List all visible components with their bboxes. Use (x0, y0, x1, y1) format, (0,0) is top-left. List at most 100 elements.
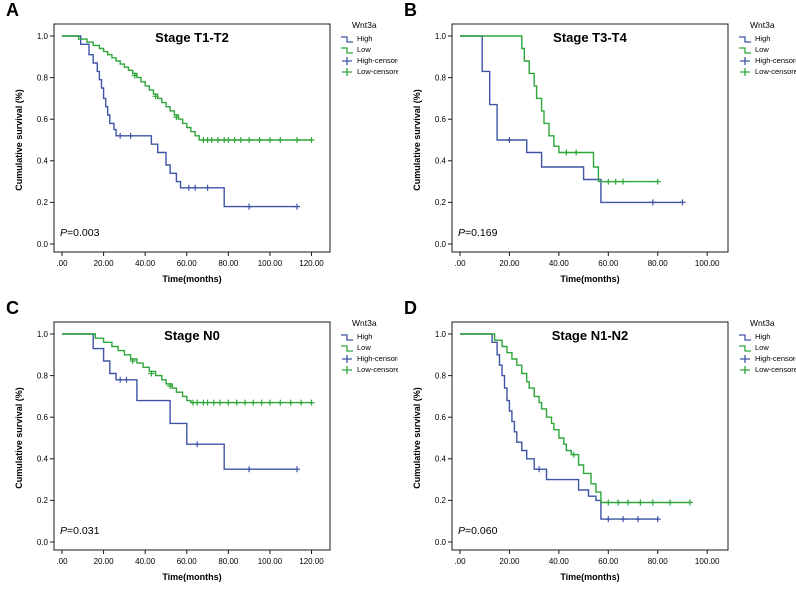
svg-text:0.2: 0.2 (435, 198, 447, 207)
svg-text:80.00: 80.00 (218, 259, 239, 268)
high-censored-plus-icon (740, 354, 750, 363)
panel-letter-a: A (6, 0, 19, 20)
svg-text:0.0: 0.0 (37, 240, 49, 249)
high-censored-plus-icon (740, 56, 750, 65)
low-censored-plus-icon (740, 67, 750, 76)
km-plot-d: Stage N1-N2 0.0 0.2 0.4 0.6 0.8 1.0 .00 20.00 40.… (412, 321, 729, 582)
panel-c: C Stage N0 0.0 0.2 0.4 0.6 0.8 1.0 .00 20.00 40.0… (0, 298, 398, 596)
panel-letter-b: B (404, 0, 417, 20)
svg-text:100.00: 100.00 (695, 259, 720, 268)
svg-text:Stage T1-T2: Stage T1-T2 (155, 30, 229, 45)
svg-text:.00: .00 (56, 557, 68, 566)
legend-item-low: Low (738, 44, 795, 55)
svg-text:120.00: 120.00 (299, 259, 324, 268)
svg-text:Stage N1-N2: Stage N1-N2 (552, 328, 629, 343)
legend-label: High-censored (755, 354, 796, 363)
svg-text:1.0: 1.0 (435, 32, 447, 41)
km-plot-c: Stage N0 0.0 0.2 0.4 0.6 0.8 1.0 .00 20.00 40.00 6… (14, 321, 331, 582)
legend-items: High Low High-censored Low-censored (738, 33, 796, 77)
legend: Wnt3a High Low High-censored Low-censored (738, 318, 796, 375)
svg-text:40.00: 40.00 (135, 259, 156, 268)
high-line-icon (739, 333, 751, 341)
svg-text:20.00: 20.00 (94, 557, 115, 566)
svg-text:0.4: 0.4 (435, 157, 447, 166)
svg-text:0.8: 0.8 (37, 73, 49, 82)
svg-text:Time(months): Time(months) (162, 572, 221, 582)
legend-item-high: High (738, 331, 795, 342)
censor-marks-high (117, 132, 300, 210)
svg-text:40.00: 40.00 (549, 557, 570, 566)
legend: Wnt3a High Low High-censored Low-censored (340, 20, 398, 77)
panel-b: B Stage T3-T4 0.0 0.2 0.4 0.6 0.8 1.0 .00 20.00 4… (398, 0, 796, 298)
svg-text:1.0: 1.0 (435, 330, 447, 339)
svg-text:60.00: 60.00 (598, 557, 619, 566)
svg-text:100.00: 100.00 (258, 557, 283, 566)
svg-text:40.00: 40.00 (135, 557, 156, 566)
panel-letter-c: C (6, 298, 19, 318)
low-line-icon (341, 344, 353, 352)
legend-label: Low-censored (357, 365, 398, 374)
svg-text:.00: .00 (454, 557, 466, 566)
svg-text:P=0.169: P=0.169 (458, 227, 498, 239)
legend-item-low-censored: Low-censored (738, 66, 796, 77)
legend-item-low: Low (340, 44, 397, 55)
svg-text:Cumulative survival (%): Cumulative survival (%) (412, 387, 422, 489)
svg-text:0.0: 0.0 (435, 538, 447, 547)
svg-text:80.00: 80.00 (648, 259, 669, 268)
high-line-icon (739, 35, 751, 43)
svg-text:P=0.003: P=0.003 (60, 227, 100, 239)
svg-text:Time(months): Time(months) (162, 274, 221, 284)
svg-text:0.6: 0.6 (435, 413, 447, 422)
svg-text:Stage N0: Stage N0 (164, 328, 220, 343)
legend-item-high-censored: High-censored (340, 55, 398, 66)
km-curve-high (460, 333, 658, 520)
high-censored-plus-icon (342, 56, 352, 65)
svg-text:0.0: 0.0 (435, 240, 447, 249)
legend-label: Low-censored (755, 67, 796, 76)
km-curve-low (460, 333, 690, 504)
legend-label: Low (357, 343, 371, 352)
svg-text:0.2: 0.2 (37, 496, 49, 505)
svg-text:Time(months): Time(months) (560, 274, 619, 284)
km-curve-low (62, 35, 312, 141)
legend-label: High (357, 34, 373, 43)
svg-text:100.00: 100.00 (258, 259, 283, 268)
km-curve-high (62, 35, 297, 208)
svg-text:1.0: 1.0 (37, 32, 49, 41)
svg-text:0.2: 0.2 (37, 198, 49, 207)
legend-label: High-censored (357, 56, 398, 65)
low-censored-plus-icon (342, 365, 352, 374)
censor-marks-high (506, 137, 686, 206)
panel-a: A Stage T1-T2 0.0 0.2 0.4 0.6 0.8 1.0 .00 20.00 4… (0, 0, 398, 298)
svg-text:20.00: 20.00 (94, 259, 115, 268)
legend-item-low: Low (738, 342, 795, 353)
low-censored-plus-icon (342, 67, 352, 76)
legend-label: Low (755, 45, 769, 54)
legend-item-high-censored: High-censored (738, 55, 796, 66)
legend-item-high: High (340, 33, 397, 44)
svg-text:0.2: 0.2 (435, 496, 447, 505)
svg-text:100.00: 100.00 (695, 557, 720, 566)
km-curve-low (62, 333, 312, 404)
high-censored-plus-icon (342, 354, 352, 363)
km-curve-high (460, 35, 683, 204)
legend-label: High (357, 332, 373, 341)
low-censored-plus-icon (740, 365, 750, 374)
legend: Wnt3a High Low High-censored Low-censored (340, 318, 398, 375)
legend-item-high-censored: High-censored (340, 353, 398, 364)
legend-label: High (755, 34, 771, 43)
censor-marks-high (536, 466, 661, 523)
svg-text:1.0: 1.0 (37, 330, 49, 339)
svg-text:Cumulative survival (%): Cumulative survival (%) (14, 89, 24, 191)
svg-text:40.00: 40.00 (549, 259, 570, 268)
legend-item-low-censored: Low-censored (340, 364, 398, 375)
censor-marks-low (131, 72, 315, 143)
svg-text:0.4: 0.4 (435, 455, 447, 464)
svg-text:0.0: 0.0 (37, 538, 49, 547)
legend-title: Wnt3a (352, 318, 377, 328)
legend-items: High Low High-censored Low-censored (340, 331, 398, 375)
svg-text:0.8: 0.8 (37, 371, 49, 380)
legend-label: Low (357, 45, 371, 54)
svg-text:20.00: 20.00 (499, 259, 520, 268)
